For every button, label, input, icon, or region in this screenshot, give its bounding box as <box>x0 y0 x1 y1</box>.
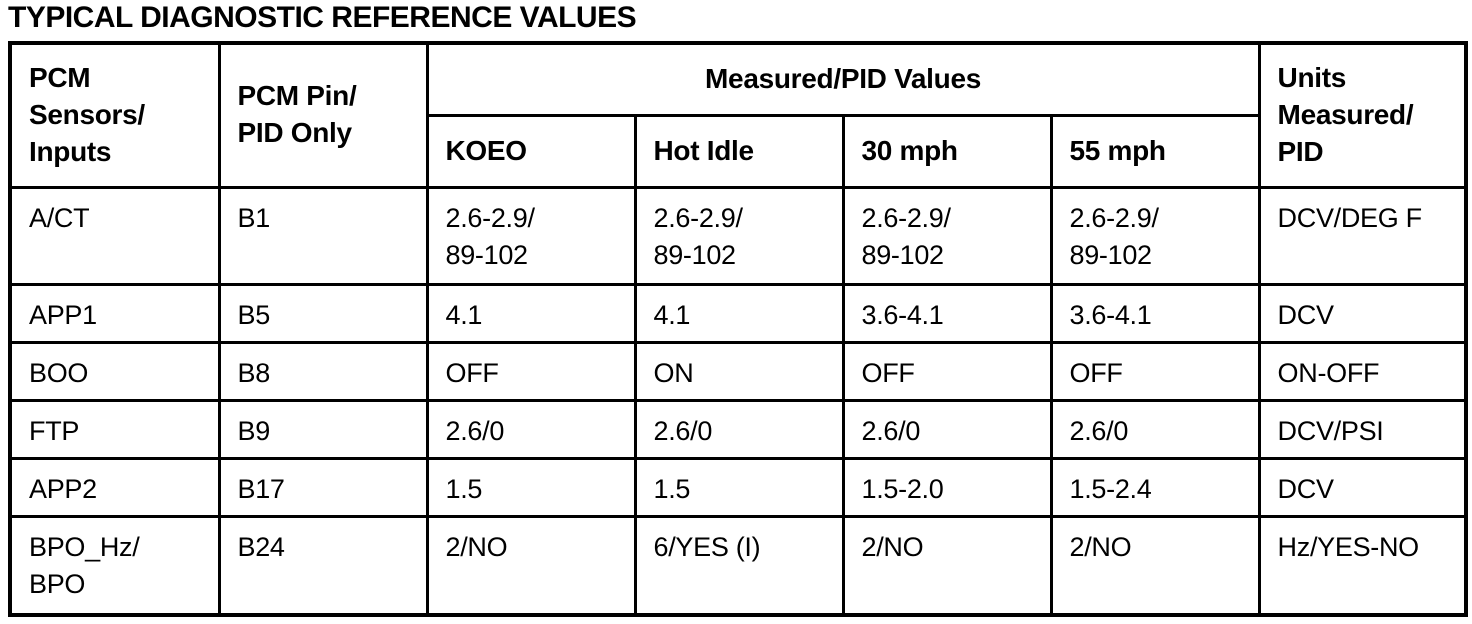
table-row-act: A/CT B1 2.6-2.9/ 89-102 2.6-2.9/ 89-102 … <box>8 186 1468 286</box>
cell-hot-idle: 2.6-2.9/ 89-102 <box>633 186 845 286</box>
cell-55-mph: OFF <box>1049 341 1261 402</box>
cell-pin: B24 <box>217 515 429 616</box>
cell-sensor: A/CT <box>8 186 221 286</box>
header-measured-pid-values: Measured/PID Values <box>425 41 1261 117</box>
cell-sensor: BOO <box>8 341 221 402</box>
cell-pin: B8 <box>217 341 429 402</box>
cell-55-mph: 2.6-2.9/ 89-102 <box>1049 186 1261 286</box>
cell-hot-idle: 4.1 <box>633 283 845 344</box>
cell-30-mph: 2.6-2.9/ 89-102 <box>841 186 1053 286</box>
cell-koeo: 4.1 <box>425 283 637 344</box>
cell-sensor: APP1 <box>8 283 221 344</box>
cell-units: DCV <box>1257 457 1468 518</box>
cell-30-mph: 2/NO <box>841 515 1053 616</box>
diagnostic-reference-table: PCM Sensors/ Inputs PCM Pin/ PID Only Me… <box>8 40 1469 617</box>
cell-sensor: APP2 <box>8 457 221 518</box>
cell-55-mph: 3.6-4.1 <box>1049 283 1261 344</box>
cell-hot-idle: 2.6/0 <box>633 399 845 460</box>
table-row-ftp: FTP B9 2.6/0 2.6/0 2.6/0 2.6/0 DCV/PSI <box>8 399 1468 460</box>
cell-pin: B17 <box>217 457 429 518</box>
header-hot-idle: Hot Idle <box>633 114 845 189</box>
cell-koeo: 1.5 <box>425 457 637 518</box>
table-row-bpo: BPO_Hz/ BPO B24 2/NO 6/YES (I) 2/NO 2/NO… <box>8 515 1468 616</box>
cell-55-mph: 2/NO <box>1049 515 1261 616</box>
cell-pin: B5 <box>217 283 429 344</box>
header-30-mph: 30 mph <box>841 114 1053 189</box>
cell-units: Hz/YES-NO <box>1257 515 1468 616</box>
cell-koeo: OFF <box>425 341 637 402</box>
cell-30-mph: OFF <box>841 341 1053 402</box>
cell-30-mph: 3.6-4.1 <box>841 283 1053 344</box>
cell-hot-idle: 1.5 <box>633 457 845 518</box>
cell-units: DCV/DEG F <box>1257 186 1468 286</box>
cell-sensor: BPO_Hz/ BPO <box>8 515 221 616</box>
cell-units: DCV/PSI <box>1257 399 1468 460</box>
header-row-top: PCM Sensors/ Inputs PCM Pin/ PID Only Me… <box>8 41 1468 189</box>
cell-pin: B1 <box>217 186 429 286</box>
cell-units: ON-OFF <box>1257 341 1468 402</box>
cell-30-mph: 1.5-2.0 <box>841 457 1053 518</box>
cell-pin: B9 <box>217 399 429 460</box>
cell-koeo: 2.6/0 <box>425 399 637 460</box>
header-row-sub: KOEO Hot Idle 30 mph 55 mph <box>10 114 1466 189</box>
cell-hot-idle: 6/YES (I) <box>633 515 845 616</box>
cell-koeo: 2/NO <box>425 515 637 616</box>
cell-sensor: FTP <box>8 399 221 460</box>
cell-55-mph: 1.5-2.4 <box>1049 457 1261 518</box>
table-row-boo: BOO B8 OFF ON OFF OFF ON-OFF <box>8 341 1468 402</box>
cell-units: DCV <box>1257 283 1468 344</box>
header-pcm-sensors-inputs: PCM Sensors/ Inputs <box>8 41 221 189</box>
header-55-mph: 55 mph <box>1049 114 1261 189</box>
cell-koeo: 2.6-2.9/ 89-102 <box>425 186 637 286</box>
header-koeo: KOEO <box>425 114 637 189</box>
cell-55-mph: 2.6/0 <box>1049 399 1261 460</box>
header-pcm-pin-pid-only: PCM Pin/ PID Only <box>217 41 429 189</box>
cell-30-mph: 2.6/0 <box>841 399 1053 460</box>
header-units-measured-pid: Units Measured/ PID <box>1257 41 1468 189</box>
table-row-app2: APP2 B17 1.5 1.5 1.5-2.0 1.5-2.4 DCV <box>8 457 1468 518</box>
table-row-app1: APP1 B5 4.1 4.1 3.6-4.1 3.6-4.1 DCV <box>8 283 1468 344</box>
page-title: TYPICAL DIAGNOSTIC REFERENCE VALUES <box>8 1 637 34</box>
cell-hot-idle: ON <box>633 341 845 402</box>
